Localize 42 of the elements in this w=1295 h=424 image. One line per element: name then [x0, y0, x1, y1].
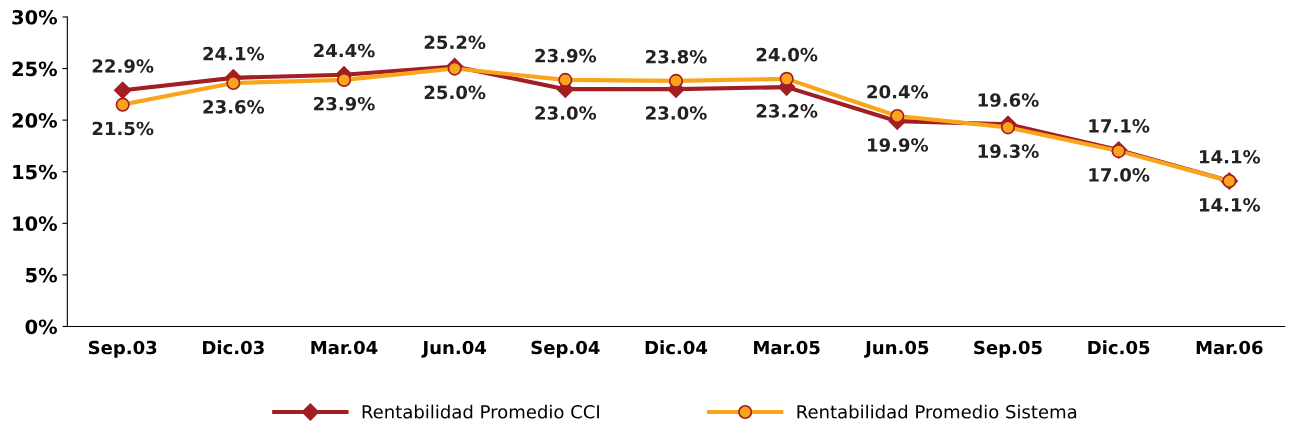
- data-label: 23.6%: [203, 99, 265, 114]
- data-label: 20.4%: [867, 84, 929, 99]
- data-label: 19.9%: [868, 138, 929, 152]
- y-tick-label: 15%: [13, 164, 57, 180]
- x-tick-label: Dic.05: [1088, 340, 1150, 355]
- x-tick-label: Jun.05: [864, 340, 929, 358]
- data-label: 24.4%: [314, 43, 375, 58]
- y-tick-label: 20%: [12, 113, 57, 128]
- y-tick-label: 25%: [12, 61, 57, 77]
- y-tick-label: 5%: [26, 267, 57, 283]
- data-label: 25.2%: [424, 35, 486, 50]
- data-label: 19.3%: [978, 144, 1039, 158]
- x-tick-label: Jun.04: [421, 340, 487, 358]
- data-label: 24.0%: [756, 47, 818, 62]
- data-label: 22.9%: [92, 59, 154, 73]
- data-label: 14.1%: [1200, 197, 1261, 212]
- y-tick-label: 10%: [13, 216, 57, 231]
- data-label: 17.1%: [1089, 119, 1150, 133]
- data-label: 23.9%: [535, 48, 597, 63]
- x-tick-label: Mar.04: [311, 340, 378, 355]
- data-label: 24.1%: [203, 46, 265, 61]
- y-tick-label: 0%: [25, 319, 57, 335]
- data-label: 19.6%: [978, 93, 1039, 107]
- x-tick-label: Mar.06: [1196, 340, 1263, 355]
- x-tick-label: Dic.03: [203, 340, 264, 355]
- x-tick-label: Sep.03: [88, 340, 157, 358]
- data-label: 14.1%: [1200, 149, 1261, 164]
- x-tick-label: Mar.05: [754, 340, 820, 355]
- data-label: 23.2%: [756, 104, 818, 118]
- x-tick-label: Dic.04: [645, 340, 708, 355]
- data-label: 23.9%: [314, 96, 375, 111]
- data-label: 25.0%: [424, 85, 486, 100]
- x-tick-label: Sep.04: [531, 340, 600, 358]
- data-label: 23.8%: [646, 49, 707, 64]
- x-tick-label: Sep.05: [974, 340, 1042, 358]
- legend-label: Rentabilidad Promedio CCI: [362, 404, 599, 419]
- data-label: 23.0%: [646, 106, 707, 120]
- data-label: 21.5%: [92, 121, 154, 136]
- data-label: 17.0%: [1089, 168, 1150, 182]
- data-label: 23.0%: [535, 106, 597, 120]
- legend-label: Rentabilidad Promedio Sistema: [797, 404, 1077, 419]
- y-tick-label: 30%: [12, 9, 57, 25]
